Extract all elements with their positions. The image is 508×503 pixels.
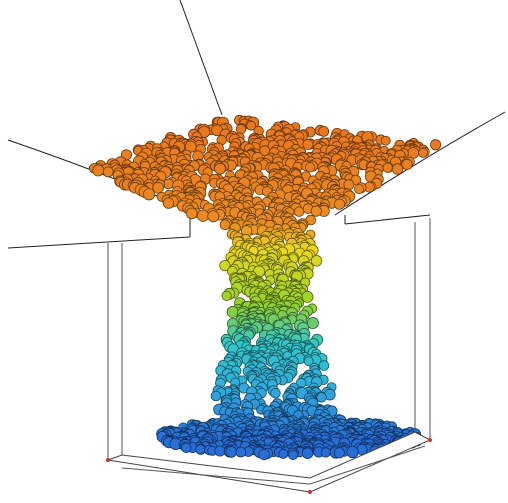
particle [344, 180, 354, 190]
particle [321, 448, 330, 457]
particle [334, 448, 344, 458]
particle [381, 136, 390, 145]
particle [236, 447, 246, 457]
simulation-render [0, 0, 508, 503]
particle [303, 139, 313, 149]
particle [226, 447, 237, 458]
particle [227, 306, 238, 317]
particle [215, 446, 225, 456]
particle [302, 448, 313, 459]
corner-marker [308, 490, 312, 494]
particle [196, 445, 205, 454]
particle [222, 291, 231, 300]
particle [181, 443, 191, 453]
particle [334, 199, 344, 209]
particle [163, 198, 174, 209]
corner-marker [428, 438, 432, 442]
particle [319, 126, 329, 136]
particle [306, 163, 315, 172]
particle [311, 255, 322, 266]
particle [347, 446, 358, 457]
particle [317, 393, 327, 403]
particle [186, 208, 197, 219]
particle [208, 211, 219, 222]
particle [311, 206, 321, 216]
particle [236, 124, 246, 134]
particle [383, 163, 392, 172]
particle [392, 164, 403, 175]
particle [93, 165, 104, 176]
particle [288, 450, 297, 459]
particle [354, 184, 363, 193]
particle [402, 159, 412, 169]
particle [143, 189, 154, 200]
particle [259, 449, 270, 460]
particle [419, 148, 428, 157]
particle [294, 207, 304, 217]
corner-marker [106, 458, 110, 462]
particle [220, 220, 230, 230]
particle [211, 391, 221, 401]
particle [103, 167, 113, 177]
particle [319, 361, 329, 371]
particle [431, 140, 441, 150]
particle [197, 210, 208, 221]
particle [271, 388, 281, 398]
particle [215, 163, 226, 174]
particle [279, 449, 288, 458]
